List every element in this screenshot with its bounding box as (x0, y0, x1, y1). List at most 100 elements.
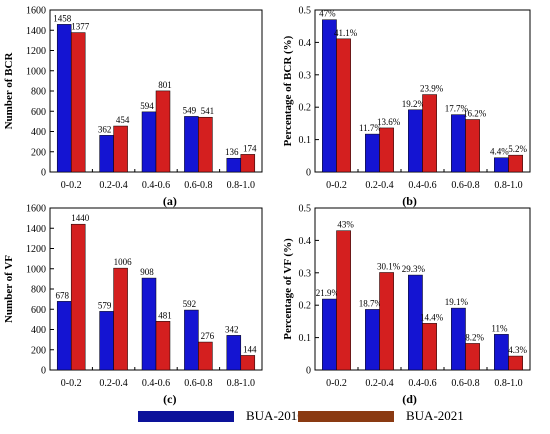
bar-bua-2021 (240, 355, 256, 371)
x-tick-label: 0.4-0.6 (408, 378, 436, 389)
data-label: 13.6% (377, 117, 401, 127)
legend-label-bua-2021: BUA-2021 (406, 408, 464, 423)
y-axis-label: Number of BCR (3, 52, 15, 130)
legend-swatch-bua-2016 (138, 410, 234, 422)
y-tick-label: 0 (306, 366, 311, 377)
data-label: 594 (140, 101, 154, 111)
data-label: 481 (158, 310, 172, 320)
data-label: 19.2% (402, 99, 426, 109)
data-label: 23.9% (420, 84, 444, 94)
x-tick-label: 0.4-0.6 (408, 180, 436, 191)
bar-bua-2016 (494, 334, 509, 371)
data-label: 342 (225, 324, 239, 334)
x-tick-label: 0.2-0.4 (99, 180, 127, 191)
data-label: 18.7% (359, 298, 383, 308)
y-tick-label: 400 (31, 325, 46, 336)
data-label: 4.4% (490, 147, 509, 157)
bar-bua-2016 (322, 298, 337, 371)
data-label: 801 (158, 80, 172, 90)
x-tick-label: 0-0.2 (326, 378, 347, 389)
bar-bua-2021 (336, 38, 351, 173)
data-label: 19.1% (445, 297, 469, 307)
data-label: 276 (201, 331, 215, 341)
bar-bua-2016 (451, 307, 466, 371)
bar-bua-2021 (155, 90, 171, 173)
data-label: 678 (55, 290, 69, 300)
x-tick-label: 0.2-0.4 (365, 378, 393, 389)
bar-bua-2016 (99, 135, 114, 173)
x-tick-label: 0.8-1.0 (494, 180, 522, 191)
bar-bua-2021 (465, 343, 480, 371)
bar-bua-2016 (451, 114, 466, 173)
x-tick-label: 0-0.2 (326, 180, 347, 191)
y-tick-label: 1400 (26, 224, 46, 235)
y-tick-label: 0.4 (299, 236, 312, 247)
bar-bua-2021 (422, 94, 437, 173)
bar-bua-2016 (184, 116, 199, 173)
data-label: 11.7% (359, 123, 382, 133)
y-tick-label: 0.4 (299, 38, 312, 49)
y-tick-label: 0.2 (299, 301, 312, 312)
bar-bua-2021 (70, 32, 86, 173)
y-tick-label: 0.5 (299, 204, 312, 215)
legend-item-bua-2021: BUA-2021 (298, 408, 464, 424)
y-tick-label: 0 (306, 168, 311, 179)
y-tick-label: 200 (31, 147, 46, 158)
data-label: 908 (140, 267, 154, 277)
y-tick-label: 0.1 (299, 135, 312, 146)
bar-bua-2016 (365, 309, 380, 371)
data-label: 5.2% (508, 144, 527, 154)
y-tick-label: 200 (31, 345, 46, 356)
y-tick-label: 0 (41, 168, 46, 179)
bar-bua-2021 (113, 267, 128, 371)
x-tick-label: 0.4-0.6 (142, 378, 170, 389)
data-label: 144 (243, 344, 257, 354)
bar-bua-2021 (336, 230, 351, 371)
y-axis-label: Percentage of BCR (%) (282, 35, 294, 146)
bar-bua-2016 (141, 111, 157, 173)
bar-bua-2016 (322, 19, 337, 173)
y-tick-label: 800 (31, 285, 46, 296)
chart-panel-b: 0 0.1 0.2 0.3 0.4 0.5 Percentage of BCR (%) 0-0… (282, 6, 531, 208)
data-label: 362 (98, 124, 112, 134)
y-tick-label: 0 (41, 366, 46, 377)
y-tick-label: 1600 (26, 204, 46, 215)
bar-bua-2016 (408, 274, 423, 371)
data-label: 541 (201, 106, 215, 116)
data-label: 579 (98, 300, 112, 310)
y-tick-label: 400 (31, 127, 46, 138)
bar-bua-2021 (422, 323, 437, 371)
data-label: 174 (243, 143, 257, 153)
data-label: 30.1% (377, 261, 401, 271)
x-tick-label: 0.6-0.8 (451, 180, 479, 191)
bar-bua-2016 (99, 311, 114, 371)
data-label: 549 (183, 105, 197, 115)
panel-label: (c) (163, 392, 176, 406)
x-tick-label: 0.2-0.4 (99, 378, 127, 389)
x-tick-label: 0.4-0.6 (142, 180, 170, 191)
data-label: 16.2% (463, 109, 487, 119)
bar-bua-2021 (70, 223, 86, 371)
bar-bua-2016 (226, 335, 242, 371)
legend-item-bua-2016: BUA-2016 (138, 408, 304, 424)
data-label: 1006 (114, 257, 133, 267)
data-label: 14.4% (420, 312, 444, 322)
legend: BUA-2016 BUA-2021 (0, 408, 550, 430)
panel-label: (b) (402, 194, 417, 208)
data-label: 4.3% (508, 345, 527, 355)
bar-bua-2021 (240, 154, 256, 173)
data-label: 17.7% (445, 104, 469, 114)
data-label: 1440 (71, 213, 90, 223)
y-tick-label: 1000 (26, 66, 46, 77)
bar-bua-2021 (155, 321, 171, 371)
y-tick-label: 1000 (26, 264, 46, 275)
data-label: 454 (116, 115, 130, 125)
x-tick-label: 0.6-0.8 (184, 180, 212, 191)
bar-bua-2016 (141, 277, 157, 371)
data-label: 11% (491, 323, 508, 333)
bar-bua-2021 (379, 272, 394, 371)
bar-bua-2021 (508, 355, 523, 371)
bar-bua-2021 (198, 116, 213, 173)
data-label: 1377 (71, 22, 90, 32)
x-tick-label: 0.6-0.8 (451, 378, 479, 389)
